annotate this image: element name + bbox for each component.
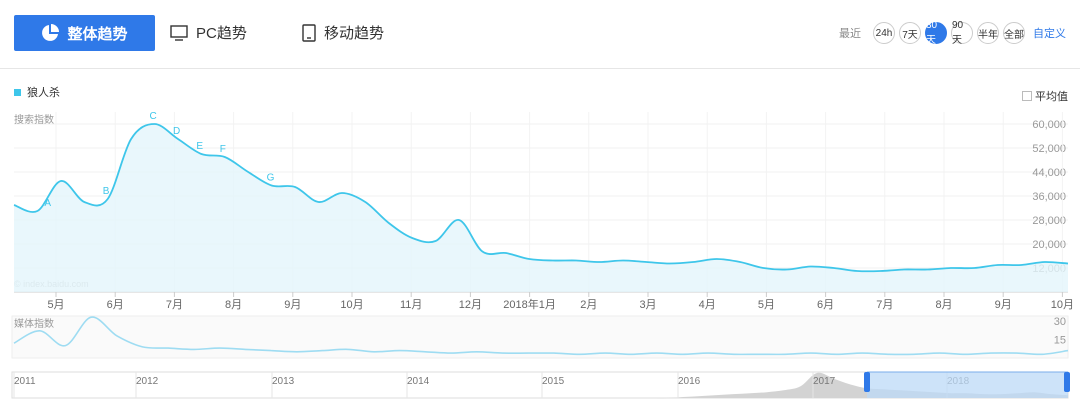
navigator-year-label: 2016 (678, 376, 701, 387)
x-tick-label: 11月 (400, 299, 422, 311)
x-tick-label: 2018年1月 (503, 297, 556, 311)
monitor-icon (170, 24, 188, 41)
x-tick-label: 3月 (639, 299, 656, 311)
annotation-c: C (150, 111, 157, 122)
annotation-e: E (196, 141, 203, 152)
tab-overall-trend[interactable]: 整体趋势 (14, 15, 155, 51)
navigator-right-handle[interactable] (1064, 372, 1070, 392)
y-axis-title: 搜索指数 (14, 113, 54, 126)
x-tick-label: 6月 (817, 299, 834, 311)
y-tick-label: 60,000 (1032, 119, 1066, 131)
top-bar: 整体趋势 PC趋势 移动趋势 最近 24h 7天 30天 90天 半年 全部 自… (0, 0, 1080, 69)
range-90d[interactable]: 90天 (951, 20, 973, 46)
navigator-year-label: 2015 (542, 376, 565, 387)
navigator-year-label: 2017 (813, 376, 836, 387)
navigator-year-label: 2011 (14, 376, 36, 387)
x-tick-label: 4月 (699, 299, 716, 311)
media-chart-bg (11, 315, 1069, 359)
range-24h[interactable]: 24h (873, 22, 895, 44)
x-tick-label: 5月 (758, 299, 775, 311)
x-tick-label: 2月 (580, 299, 597, 311)
y-tick-label: 52,000 (1032, 143, 1066, 155)
range-all[interactable]: 全部 (1003, 22, 1025, 44)
media-series-line (13, 316, 1069, 356)
x-tick-label: 5月 (47, 299, 64, 311)
x-tick-label: 9月 (284, 299, 301, 311)
range-30d[interactable]: 30天 (925, 20, 947, 46)
x-tick-label: 8月 (935, 299, 952, 311)
pie-chart-icon (42, 24, 60, 41)
media-y-tick-label: 30 (1054, 316, 1066, 328)
tab-pc-trend[interactable]: PC趋势 (170, 22, 247, 43)
y-tick-label: 20,000 (1032, 239, 1066, 251)
x-tick-label: 9月 (995, 299, 1012, 311)
mobile-icon (302, 23, 316, 42)
time-range-selector: 最近 24h 7天 30天 90天 半年 全部 自定义 (839, 20, 1066, 46)
x-tick-label: 12月 (459, 299, 482, 311)
media-y-axis-title: 媒体指数 (14, 317, 54, 330)
legend-series-label: 狼人杀 (27, 87, 60, 99)
legend-swatch (14, 88, 21, 96)
annotation-d: D (173, 126, 180, 137)
x-tick-label: 7月 (166, 299, 183, 311)
tab-pc-label: PC趋势 (196, 25, 247, 42)
x-tick-label: 8月 (225, 299, 242, 311)
series-area (14, 124, 1068, 292)
x-tick-label: 10月 (340, 299, 363, 311)
range-half-year[interactable]: 半年 (977, 22, 999, 44)
annotation-a: A (44, 198, 51, 209)
series-line (13, 123, 1069, 273)
range-label: 最近 (839, 28, 861, 40)
tab-mobile-trend[interactable]: 移动趋势 (302, 22, 384, 43)
custom-range-link[interactable]: 自定义 (1033, 28, 1066, 40)
tab-mobile-label: 移动趋势 (324, 25, 385, 42)
x-tick-label: 10月 (1051, 299, 1074, 311)
range-7d[interactable]: 7天 (899, 22, 921, 44)
navigator-year-label: 2012 (136, 376, 159, 387)
average-checkbox[interactable] (1022, 91, 1032, 101)
navigator-year-label: 2014 (407, 376, 430, 387)
tab-overall-label: 整体趋势 (67, 25, 128, 43)
navigator-selection[interactable] (867, 372, 1068, 398)
y-tick-label: 36,000 (1032, 191, 1066, 203)
navigator-area (14, 372, 1068, 399)
navigator-year-label: 2013 (272, 376, 295, 387)
average-toggle[interactable]: 平均值 (1022, 88, 1068, 104)
annotation-f: F (220, 144, 226, 155)
y-tick-label: 44,000 (1032, 167, 1066, 179)
y-tick-label: 28,000 (1032, 215, 1066, 227)
media-y-tick-label: 15 (1054, 334, 1066, 346)
x-tick-label: 7月 (876, 299, 893, 311)
annotation-b: B (103, 186, 110, 197)
annotation-g: G (267, 173, 275, 184)
navigator-left-handle[interactable] (864, 372, 870, 392)
average-label: 平均值 (1035, 91, 1068, 103)
x-tick-label: 6月 (107, 299, 124, 311)
chart-legend[interactable]: 狼人杀 (14, 84, 60, 100)
